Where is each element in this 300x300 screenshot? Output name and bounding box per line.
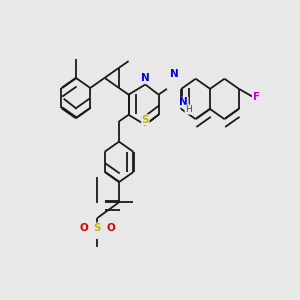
Text: N: N xyxy=(141,73,150,83)
Text: F: F xyxy=(253,92,260,102)
Text: N: N xyxy=(170,68,178,79)
Text: O: O xyxy=(80,223,88,233)
Text: N: N xyxy=(179,98,188,107)
Text: S: S xyxy=(142,115,149,125)
Text: H: H xyxy=(185,105,192,114)
Text: S: S xyxy=(94,223,101,233)
Text: O: O xyxy=(106,223,115,233)
